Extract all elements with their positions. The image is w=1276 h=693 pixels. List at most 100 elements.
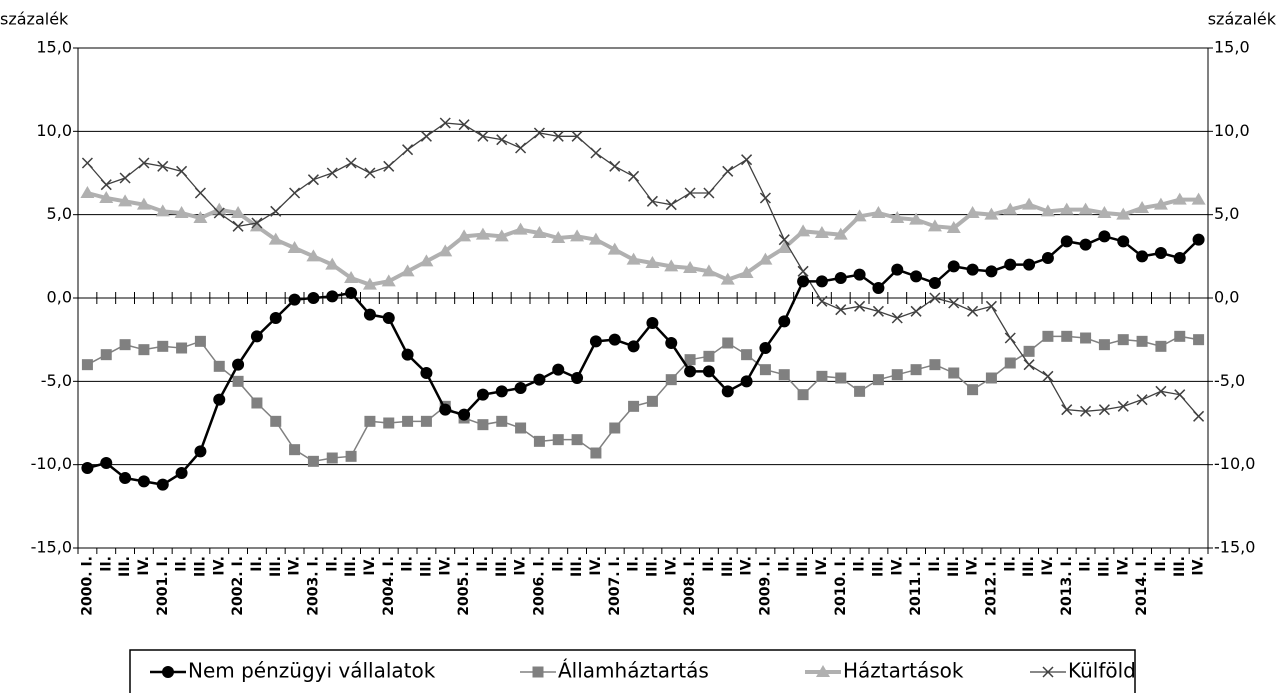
point — [929, 359, 941, 371]
point — [477, 130, 489, 142]
x-tick-label: 2010. I. — [833, 556, 849, 616]
point — [758, 252, 773, 265]
x-tick-label: 2007. I. — [607, 556, 623, 616]
point — [364, 415, 376, 427]
point — [928, 277, 941, 289]
point — [1042, 330, 1054, 342]
point — [100, 457, 113, 469]
point — [665, 337, 678, 349]
point — [890, 211, 905, 223]
point — [231, 206, 246, 218]
point — [532, 226, 547, 238]
point — [289, 444, 301, 456]
point — [797, 265, 809, 277]
point — [438, 244, 453, 257]
y2-tick-label: 0,0 — [1214, 288, 1239, 307]
point — [383, 160, 395, 172]
x-tick-label: IV. — [889, 556, 905, 576]
point — [854, 300, 866, 312]
point — [402, 144, 414, 156]
point — [1061, 404, 1073, 416]
point — [157, 160, 169, 172]
point — [382, 312, 395, 324]
point — [1155, 385, 1167, 397]
x-tick-label: III. — [1172, 556, 1188, 577]
series-line — [87, 235, 1200, 486]
point — [1040, 204, 1055, 217]
point — [891, 263, 904, 276]
point — [835, 372, 847, 384]
point — [533, 127, 545, 139]
point — [626, 252, 641, 265]
point — [759, 364, 771, 376]
point — [345, 157, 357, 169]
y2-tick-label: -10,0 — [1214, 454, 1255, 473]
point — [1079, 238, 1092, 251]
x-tick-label: IV. — [588, 556, 604, 576]
point — [627, 340, 640, 353]
point — [607, 242, 622, 255]
point — [929, 292, 941, 304]
point — [1004, 357, 1016, 369]
point — [307, 455, 319, 467]
point — [946, 221, 961, 233]
point — [326, 290, 339, 303]
point — [1193, 334, 1205, 346]
point — [872, 374, 884, 386]
y-tick-label: -15,0 — [31, 538, 72, 557]
y-tick-label: 5,0 — [47, 204, 72, 223]
point — [665, 374, 677, 386]
point — [345, 450, 357, 462]
point — [741, 349, 753, 361]
point — [833, 227, 848, 240]
point — [80, 186, 95, 198]
point — [1155, 340, 1167, 352]
x-tick-label: IV. — [437, 556, 453, 576]
point — [363, 308, 376, 321]
point — [514, 382, 527, 394]
x-tick-label: IV. — [513, 556, 529, 576]
point — [854, 385, 866, 397]
point — [1023, 345, 1035, 357]
point — [1117, 334, 1129, 346]
x-tick-label: 2014. I. — [1134, 556, 1150, 616]
x-tick-label: IV. — [965, 556, 981, 576]
point — [947, 260, 960, 273]
x-tick-label: II. — [174, 556, 190, 572]
x-tick-label: 2006. I. — [531, 556, 547, 616]
point — [513, 222, 528, 235]
y2-tick-label: 10,0 — [1214, 121, 1250, 140]
x-tick-label: II. — [927, 556, 943, 572]
point — [250, 330, 263, 343]
x-tick-label: II. — [400, 556, 416, 572]
point — [872, 282, 885, 294]
point — [628, 170, 640, 182]
point — [137, 475, 150, 488]
point — [853, 268, 866, 281]
point — [759, 192, 771, 204]
point — [778, 369, 790, 381]
point — [383, 417, 395, 429]
x-tick-label: III. — [720, 556, 736, 577]
point — [702, 365, 715, 378]
y-tick-label: 10,0 — [36, 121, 72, 140]
legend-label: Nem pénzügyi vállalatok — [188, 659, 436, 683]
x-tick-label: III. — [870, 556, 886, 577]
x-tick-label: III. — [117, 556, 133, 577]
point — [1061, 330, 1073, 342]
point — [268, 232, 283, 245]
point — [176, 342, 188, 354]
point — [571, 372, 584, 384]
x-tick-label: 2002. I. — [230, 556, 246, 616]
point — [420, 415, 432, 427]
x-tick-label: 2009. I. — [757, 556, 773, 616]
point — [1191, 192, 1206, 205]
point — [193, 211, 208, 223]
x-tick-label: 2001. I. — [155, 556, 171, 616]
point — [119, 339, 131, 351]
point — [420, 130, 432, 142]
point — [1098, 404, 1110, 416]
point — [722, 165, 734, 177]
point — [100, 179, 112, 191]
point — [118, 194, 133, 207]
